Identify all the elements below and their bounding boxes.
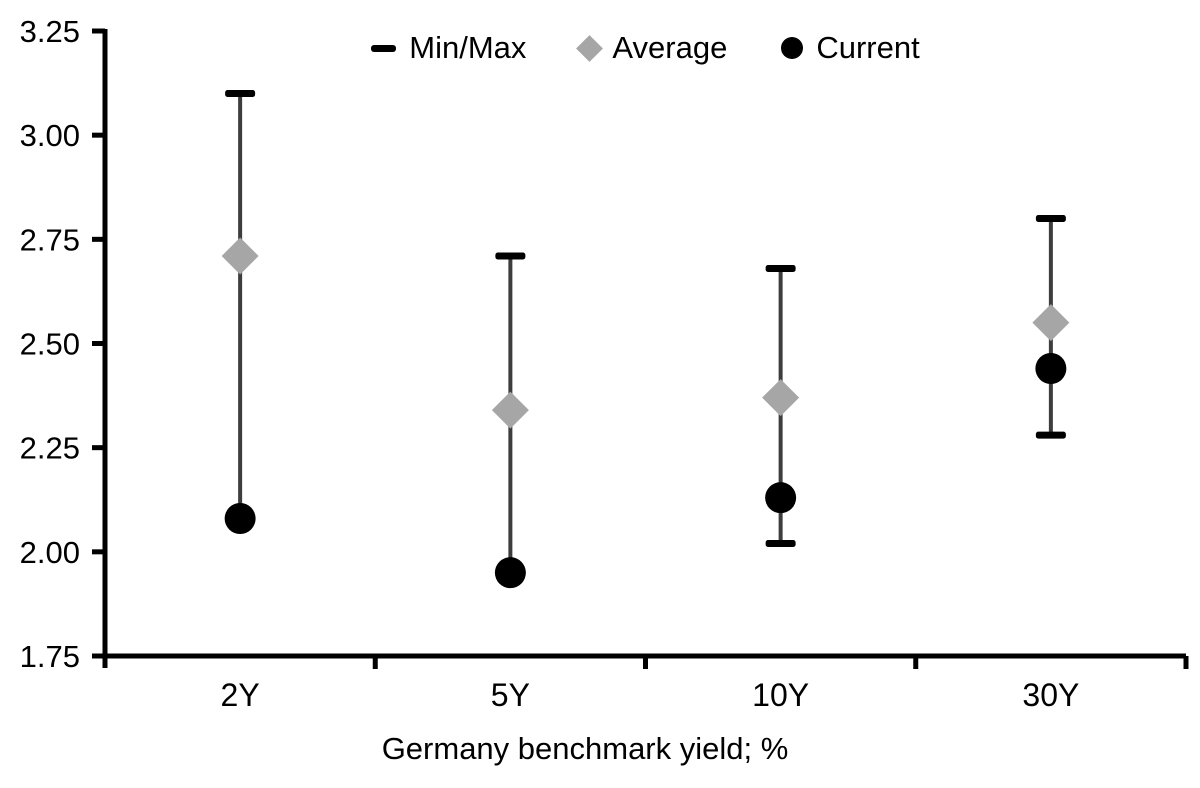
- average-diamond-marker: [762, 379, 800, 417]
- max-cap-marker: [225, 90, 256, 97]
- chart-legend: Min/Max Average Current: [105, 26, 1186, 70]
- average-diamond-marker: [491, 391, 529, 429]
- x-axis-category-label: 30Y: [1022, 677, 1079, 713]
- current-circle-marker: [765, 482, 797, 514]
- legend-item-current: Current: [781, 30, 920, 66]
- legend-label-average: Average: [612, 30, 728, 65]
- legend-dash-icon: [371, 44, 397, 52]
- max-cap-marker: [765, 265, 796, 272]
- legend-label-current: Current: [816, 30, 920, 65]
- x-axis-category-label: 5Y: [491, 677, 530, 713]
- average-diamond-marker: [221, 237, 259, 275]
- max-cap-marker: [495, 252, 526, 260]
- x-axis-title: Germany benchmark yield; %: [381, 731, 789, 766]
- min-cap-marker: [765, 540, 796, 547]
- current-circle-marker: [1035, 353, 1067, 384]
- max-cap-marker: [1035, 215, 1066, 222]
- y-axis-tick-label: 2.75: [20, 222, 80, 257]
- legend-item-average: Average: [576, 30, 728, 66]
- current-circle-marker: [224, 503, 256, 534]
- min-cap-marker: [1035, 431, 1066, 439]
- y-axis-tick-label: 2.50: [20, 327, 80, 362]
- average-diamond-marker: [1032, 304, 1070, 342]
- legend-label-min-max: Min/Max: [409, 30, 527, 65]
- x-axis-category-label: 2Y: [221, 677, 260, 713]
- legend-diamond-icon: [576, 34, 604, 62]
- y-axis-tick-label: 2.25: [20, 431, 80, 466]
- current-circle-marker: [494, 557, 526, 589]
- y-axis-tick-label: 3.00: [20, 118, 80, 153]
- x-axis-category-label: 10Y: [752, 677, 809, 713]
- legend-circle-icon: [781, 37, 804, 59]
- legend-item-min-max: Min/Max: [371, 30, 526, 66]
- y-axis-tick-label: 3.25: [20, 14, 80, 49]
- y-axis-tick-label: 1.75: [20, 639, 80, 674]
- y-axis-tick-label: 2.00: [20, 535, 80, 570]
